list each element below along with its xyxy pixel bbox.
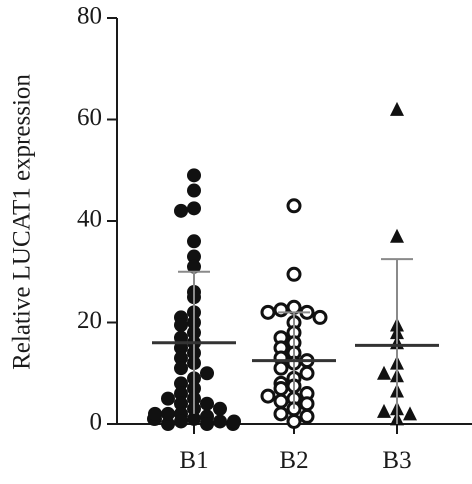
data-point bbox=[161, 406, 175, 421]
data-point bbox=[286, 266, 302, 282]
data-point bbox=[187, 411, 201, 426]
series-b3 bbox=[355, 101, 439, 426]
series-b1 bbox=[147, 168, 241, 431]
data-point bbox=[161, 391, 175, 406]
data-point bbox=[174, 361, 188, 376]
data-point bbox=[161, 417, 175, 431]
series-layer bbox=[147, 101, 439, 431]
data-point bbox=[273, 380, 289, 396]
data-point bbox=[174, 386, 188, 401]
data-point bbox=[377, 365, 391, 380]
data-point bbox=[312, 309, 328, 325]
y-tick-label: 80 bbox=[77, 3, 102, 30]
x-tick-label: B3 bbox=[382, 447, 411, 474]
data-point bbox=[286, 198, 302, 214]
x-axis: B1 B2 B3 bbox=[117, 423, 472, 474]
x-ticks: B1 B2 B3 bbox=[179, 424, 412, 474]
data-point bbox=[273, 406, 289, 422]
data-point bbox=[148, 406, 162, 421]
data-point bbox=[213, 414, 227, 429]
data-point bbox=[390, 101, 404, 116]
data-point bbox=[174, 351, 188, 366]
data-point bbox=[403, 406, 417, 421]
y-ticks: 0 20 40 60 80 bbox=[77, 3, 117, 436]
data-point bbox=[174, 330, 188, 345]
data-point bbox=[227, 414, 241, 429]
x-tick-label: B1 bbox=[179, 447, 208, 474]
data-point bbox=[299, 408, 315, 424]
data-point bbox=[273, 360, 289, 376]
y-tick-label: 0 bbox=[90, 409, 103, 436]
data-point bbox=[299, 396, 315, 412]
data-point bbox=[377, 403, 391, 418]
y-tick-label: 60 bbox=[77, 104, 102, 131]
data-point bbox=[390, 228, 404, 243]
data-point bbox=[187, 234, 201, 249]
data-point bbox=[174, 396, 188, 411]
data-point bbox=[200, 417, 214, 431]
data-point bbox=[174, 203, 188, 218]
data-point bbox=[273, 302, 289, 318]
data-point bbox=[187, 183, 201, 198]
data-point bbox=[273, 393, 289, 409]
data-point bbox=[174, 414, 188, 429]
data-point bbox=[174, 318, 188, 333]
data-point bbox=[187, 168, 201, 183]
data-point bbox=[187, 249, 201, 264]
data-point bbox=[200, 396, 214, 411]
data-point bbox=[187, 201, 201, 216]
data-point bbox=[200, 366, 214, 381]
data-point bbox=[260, 304, 276, 320]
data-point bbox=[174, 340, 188, 355]
series-b2 bbox=[252, 198, 336, 429]
y-axis: 0 20 40 60 80 bbox=[77, 3, 118, 436]
y-tick-label: 40 bbox=[77, 206, 102, 233]
data-point bbox=[260, 388, 276, 404]
data-point bbox=[174, 376, 188, 391]
x-tick-label: B2 bbox=[279, 447, 308, 474]
data-point bbox=[213, 401, 227, 416]
data-point bbox=[299, 365, 315, 381]
y-axis-title: Relative LUCAT1 expression bbox=[9, 74, 36, 370]
data-point bbox=[286, 413, 302, 429]
data-point bbox=[187, 259, 201, 274]
y-tick-label: 20 bbox=[77, 307, 102, 334]
